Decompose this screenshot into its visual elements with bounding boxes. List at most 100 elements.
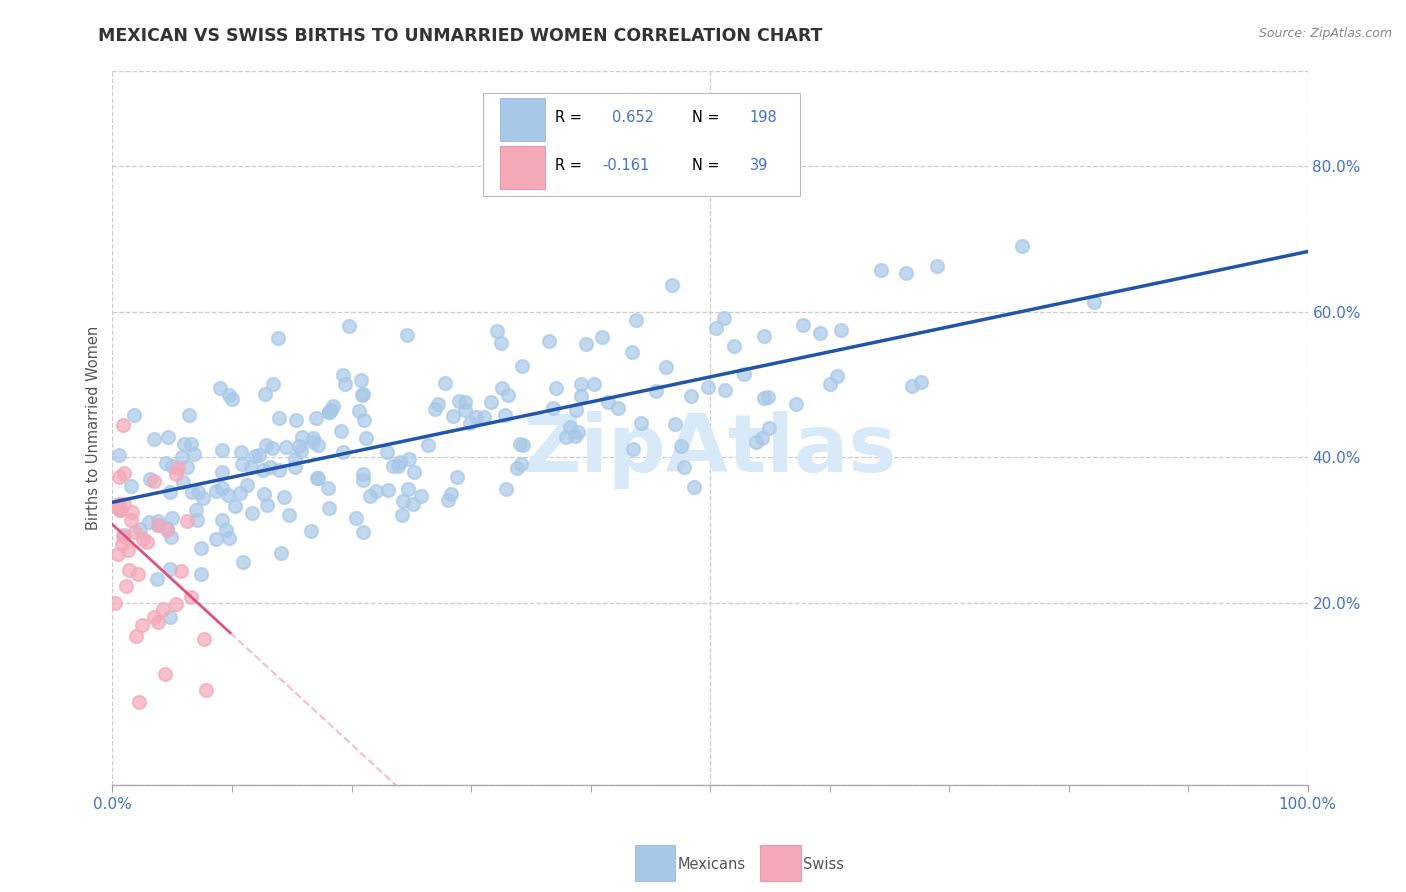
Point <box>176 514 198 528</box>
Point <box>218 388 240 402</box>
Point <box>136 535 159 549</box>
Point <box>132 532 155 546</box>
Text: 39: 39 <box>749 158 768 173</box>
Point <box>392 494 415 508</box>
Point <box>785 396 807 410</box>
Point <box>591 330 613 344</box>
Point <box>645 384 668 399</box>
Point <box>927 259 949 273</box>
Text: MEXICAN VS SWISS BIRTHS TO UNMARRIED WOMEN CORRELATION CHART: MEXICAN VS SWISS BIRTHS TO UNMARRIED WOM… <box>98 27 823 45</box>
Text: Source: ZipAtlas.com: Source: ZipAtlas.com <box>1258 27 1392 40</box>
Point <box>155 667 177 681</box>
Point <box>111 536 134 550</box>
Point <box>751 431 773 445</box>
Point <box>318 405 340 419</box>
Point <box>491 381 513 395</box>
Point <box>555 430 578 444</box>
Point <box>276 440 298 454</box>
Point <box>510 359 533 374</box>
Point <box>157 430 180 444</box>
Point <box>669 439 692 453</box>
Point <box>433 376 456 391</box>
Point <box>148 518 170 533</box>
Point <box>159 562 181 576</box>
Point <box>191 491 214 505</box>
Point <box>112 466 135 480</box>
Point <box>398 451 420 466</box>
Point <box>486 324 509 338</box>
Point <box>165 597 187 611</box>
Point <box>156 523 179 537</box>
Point <box>696 380 718 394</box>
Point <box>107 500 129 515</box>
Point <box>404 465 426 479</box>
Text: Mexicans: Mexicans <box>678 856 747 871</box>
Point <box>267 411 290 425</box>
Point <box>571 377 593 392</box>
Point <box>125 629 148 643</box>
Point <box>624 313 647 327</box>
Point <box>236 478 259 492</box>
Point <box>447 394 470 409</box>
Point <box>114 527 136 541</box>
Point <box>266 331 288 345</box>
FancyBboxPatch shape <box>484 93 800 196</box>
Point <box>322 400 344 414</box>
Point <box>190 541 212 556</box>
Y-axis label: Births to Unmarried Women: Births to Unmarried Women <box>86 326 101 530</box>
Text: -0.161: -0.161 <box>603 158 650 173</box>
Point <box>211 481 233 495</box>
Point <box>273 490 295 504</box>
Point <box>489 336 512 351</box>
Point <box>377 445 399 459</box>
Point <box>162 511 184 525</box>
FancyBboxPatch shape <box>634 845 675 881</box>
Point <box>723 339 745 353</box>
Point <box>506 461 529 475</box>
Point <box>284 413 307 427</box>
Text: R =: R = <box>554 158 586 173</box>
Point <box>305 410 328 425</box>
Point <box>124 525 146 540</box>
Point <box>387 459 409 474</box>
Point <box>510 457 533 471</box>
Point <box>253 487 276 501</box>
Point <box>146 572 169 586</box>
Point <box>165 467 187 481</box>
Point <box>752 391 775 405</box>
Point <box>107 470 129 484</box>
Point <box>350 388 373 402</box>
Point <box>177 408 200 422</box>
Point <box>583 377 606 392</box>
Point <box>262 376 284 391</box>
Point <box>664 417 686 431</box>
Point <box>195 683 218 698</box>
Point <box>107 547 129 561</box>
Point <box>596 395 619 409</box>
Point <box>205 484 228 499</box>
Text: R =: R = <box>554 110 586 125</box>
Point <box>512 438 534 452</box>
Point <box>128 695 150 709</box>
Point <box>808 326 831 340</box>
FancyBboxPatch shape <box>761 845 801 881</box>
Point <box>704 321 727 335</box>
Point <box>352 467 374 481</box>
Point <box>870 263 893 277</box>
Point <box>172 450 194 464</box>
Point <box>190 566 212 581</box>
Point <box>792 318 814 332</box>
Point <box>307 471 329 485</box>
Point <box>332 368 354 383</box>
Point <box>352 387 374 401</box>
Point <box>713 383 735 397</box>
Point <box>349 403 371 417</box>
Point <box>205 533 228 547</box>
Point <box>661 277 683 292</box>
Point <box>122 408 145 422</box>
Point <box>494 408 516 422</box>
Point <box>117 543 139 558</box>
Point <box>302 431 325 445</box>
Point <box>121 505 143 519</box>
Point <box>460 417 482 431</box>
